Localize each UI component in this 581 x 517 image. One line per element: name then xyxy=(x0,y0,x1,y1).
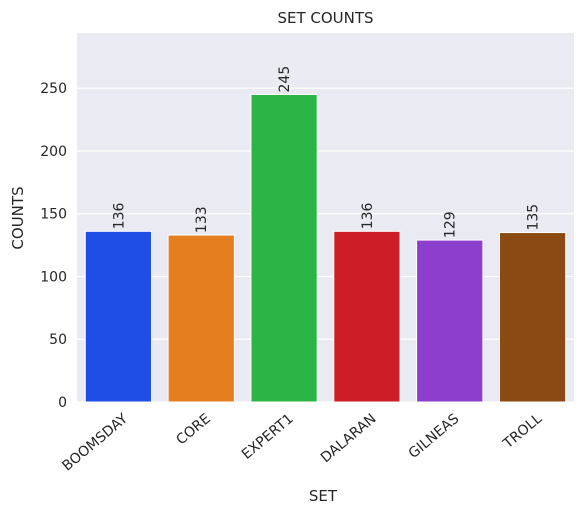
y-tick-label: 100 xyxy=(40,269,67,285)
data-labels: 136 133 245 136 129 135 xyxy=(111,66,541,238)
data-label-gilneas: 129 xyxy=(443,211,459,238)
bar-troll xyxy=(498,232,567,403)
y-tick-label: 150 xyxy=(40,207,67,223)
bar-expert1 xyxy=(250,94,318,403)
y-tick-label: 250 xyxy=(40,81,67,97)
data-label-boomsday: 136 xyxy=(111,202,127,229)
gridlines xyxy=(77,87,574,403)
bars xyxy=(84,94,567,403)
plot-area xyxy=(77,33,574,402)
bar-gilneas xyxy=(416,239,484,403)
data-label-troll: 135 xyxy=(525,204,541,231)
x-axis-label: SET xyxy=(309,487,338,505)
x-tick-label-dalaran: DALARAN xyxy=(318,411,380,466)
y-tick-label: 50 xyxy=(49,332,67,348)
x-tick-label-core: CORE xyxy=(173,411,213,449)
x-tick-label-boomsday: BOOMSDAY xyxy=(59,411,131,475)
x-tick-label-troll: TROLL xyxy=(500,411,546,453)
x-tick-label-gilneas: GILNEAS xyxy=(406,411,463,462)
chart-title: SET COUNTS xyxy=(277,9,373,27)
y-tick-label: 200 xyxy=(40,144,67,160)
data-label-expert1: 245 xyxy=(277,66,293,93)
bar-boomsday xyxy=(84,230,153,403)
x-tick-label-expert1: EXPERT1 xyxy=(239,411,297,463)
data-label-dalaran: 136 xyxy=(360,202,376,229)
bar-core xyxy=(167,234,235,403)
data-label-core: 133 xyxy=(194,206,210,233)
bar-dalaran xyxy=(333,230,401,403)
y-tick-labels: 0 50 100 150 200 250 xyxy=(40,81,67,411)
y-axis-label: COUNTS xyxy=(9,186,27,249)
x-tick-labels: BOOMSDAY CORE EXPERT1 DALARAN GILNEAS TROLL xyxy=(59,411,545,475)
y-tick-label: 0 xyxy=(58,395,67,411)
